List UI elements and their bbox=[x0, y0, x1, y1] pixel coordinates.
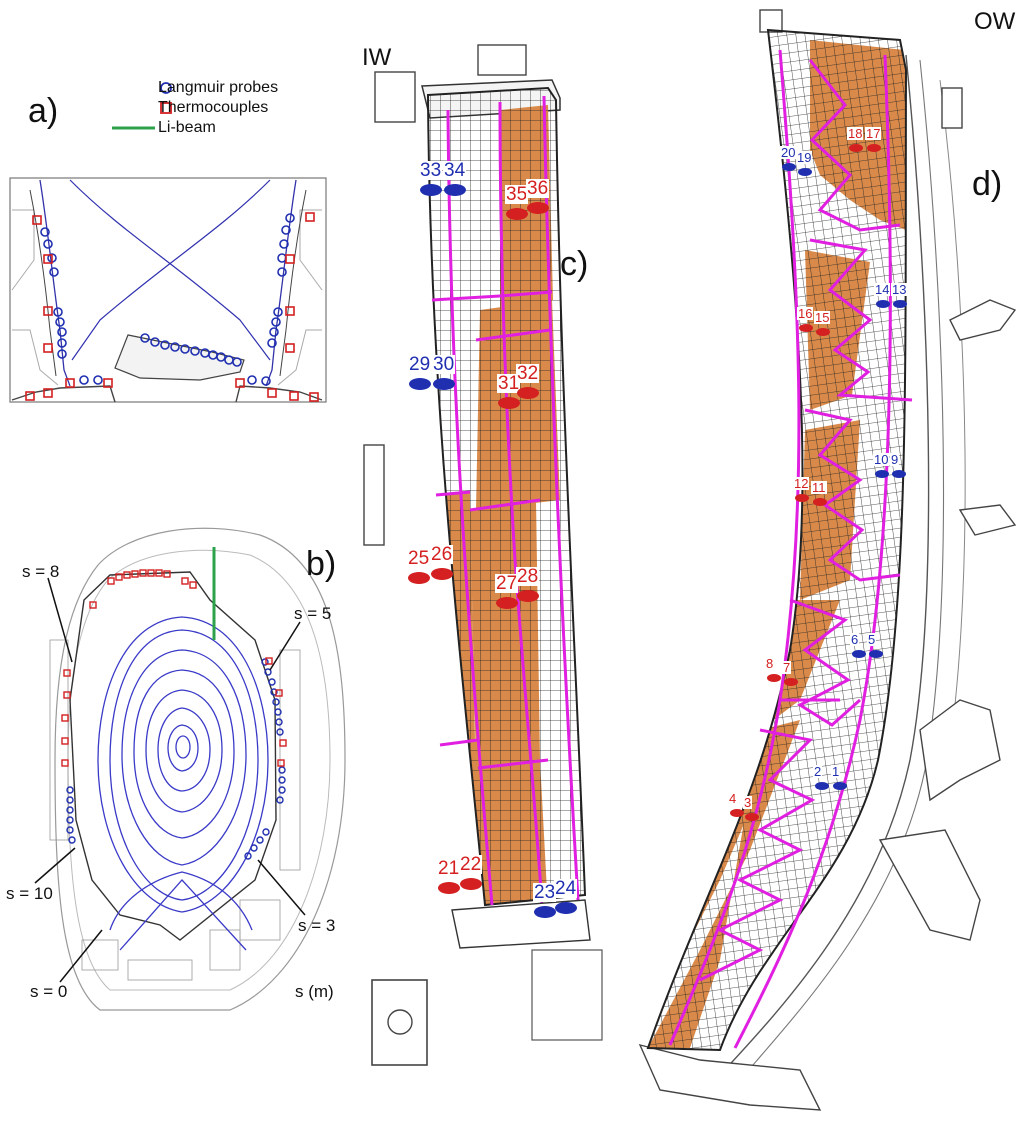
s-label-5: s = 5 bbox=[294, 604, 332, 623]
probe-label: 18 bbox=[847, 126, 864, 141]
legend-libeam: Li-beam bbox=[158, 119, 216, 136]
thermocouple-marker bbox=[506, 208, 528, 220]
thermocouple-marker bbox=[438, 882, 460, 894]
probe-label: 29 bbox=[408, 354, 432, 375]
probe-label: 10 bbox=[873, 452, 890, 467]
probe-label: 8 bbox=[765, 656, 775, 671]
probe-label: 6 bbox=[850, 632, 860, 647]
thermocouple-marker bbox=[527, 202, 549, 214]
langmuir-probe-marker bbox=[798, 168, 812, 176]
langmuir-probe-marker bbox=[815, 782, 829, 790]
probe-label: 24 bbox=[554, 878, 578, 899]
langmuir-probe-marker bbox=[833, 782, 847, 790]
legend-langmuir: Langmuir probes bbox=[158, 79, 279, 96]
thermocouple-marker bbox=[799, 324, 813, 332]
panel-d-outer-wall bbox=[638, 9, 1017, 1111]
probe-label: 1 bbox=[831, 764, 841, 779]
outer-wall-header: OW bbox=[974, 8, 1016, 35]
probe-label: 28 bbox=[516, 566, 540, 587]
panel-b-cross-section bbox=[34, 527, 346, 1011]
legend-thermocouples: Thermocouples bbox=[158, 99, 269, 116]
thermocouple-marker bbox=[849, 144, 863, 152]
probe-label: 11 bbox=[811, 480, 827, 495]
probe-label: 16 bbox=[797, 306, 814, 321]
probe-label: 20 bbox=[780, 145, 797, 160]
s-unit-label: s (m) bbox=[295, 982, 334, 1001]
legend-symbols bbox=[112, 82, 172, 130]
probe-label: 30 bbox=[432, 354, 456, 375]
langmuir-probe-marker bbox=[893, 300, 907, 308]
probe-label: 25 bbox=[407, 548, 431, 569]
langmuir-probe-marker bbox=[782, 163, 796, 171]
probe-label: 32 bbox=[516, 363, 540, 384]
probe-label: 19 bbox=[796, 150, 813, 165]
probe-label: 22 bbox=[459, 854, 483, 875]
probe-label: 15 bbox=[814, 310, 831, 325]
probe-label: 34 bbox=[443, 160, 467, 181]
panel-a-label: a) bbox=[28, 92, 59, 130]
thermocouple-legend-icon bbox=[160, 102, 172, 114]
thermocouple-marker bbox=[784, 678, 798, 686]
probe-label: 12 bbox=[793, 476, 810, 491]
probe-label: 26 bbox=[430, 544, 454, 565]
langmuir-probe-marker bbox=[444, 184, 466, 196]
s-label-8: s = 8 bbox=[22, 562, 60, 581]
probe-label: 23 bbox=[533, 882, 557, 903]
panel-c-inner-wall bbox=[363, 44, 603, 1066]
langmuir-probe-marker bbox=[876, 300, 890, 308]
inner-wall-header: IW bbox=[362, 44, 392, 71]
probe-label: 9 bbox=[890, 452, 900, 467]
probe-label: 36 bbox=[526, 178, 550, 199]
probe-label: 13 bbox=[891, 282, 908, 297]
probe-label: 7 bbox=[782, 660, 792, 675]
langmuir-probe-marker bbox=[433, 378, 455, 390]
thermocouple-marker bbox=[517, 590, 539, 602]
probe-label: 14 bbox=[874, 282, 891, 297]
thermocouple-marker bbox=[408, 572, 430, 584]
probe-label: 4 bbox=[728, 791, 738, 806]
probe-label: 35 bbox=[505, 184, 529, 205]
legend: Langmuir probes Thermocouples Li-beam bbox=[110, 78, 340, 150]
langmuir-probe-marker bbox=[420, 184, 442, 196]
thermocouple-marker bbox=[795, 494, 809, 502]
thermocouple-marker bbox=[767, 674, 781, 682]
probe-label: 17 bbox=[865, 126, 882, 141]
panel-d-label: d) bbox=[972, 165, 1003, 203]
panel-c-label: c) bbox=[560, 245, 589, 283]
langmuir-legend-icon bbox=[160, 82, 172, 94]
thermocouple-marker bbox=[730, 809, 744, 817]
panel-b-label: b) bbox=[306, 545, 337, 583]
probe-label: 2 bbox=[813, 764, 823, 779]
langmuir-probe-marker bbox=[869, 650, 883, 658]
langmuir-probe-marker bbox=[555, 902, 577, 914]
s-label-0: s = 0 bbox=[30, 982, 68, 1001]
thermocouple-marker bbox=[498, 397, 520, 409]
s-label-10: s = 10 bbox=[6, 884, 53, 903]
langmuir-probe-marker bbox=[409, 378, 431, 390]
thermocouple-marker bbox=[867, 144, 881, 152]
probe-label: 21 bbox=[437, 858, 461, 879]
langmuir-probe-marker bbox=[852, 650, 866, 658]
thermocouple-marker bbox=[745, 813, 759, 821]
thermocouple-marker bbox=[431, 568, 453, 580]
probe-label: 31 bbox=[497, 373, 521, 394]
langmuir-probe-marker bbox=[534, 906, 556, 918]
langmuir-probe-marker bbox=[875, 470, 889, 478]
thermocouple-marker bbox=[517, 387, 539, 399]
langmuir-probe-marker bbox=[892, 470, 906, 478]
thermocouple-marker bbox=[460, 878, 482, 890]
probe-label: 5 bbox=[867, 632, 877, 647]
thermocouple-marker bbox=[813, 498, 827, 506]
panel-a-divertor-diagram bbox=[9, 177, 327, 403]
s-label-3: s = 3 bbox=[298, 916, 336, 935]
thermocouple-marker bbox=[816, 328, 830, 336]
probe-label: 27 bbox=[495, 573, 519, 594]
thermocouple-marker bbox=[496, 597, 518, 609]
probe-label: 33 bbox=[419, 160, 443, 181]
probe-label: 3 bbox=[743, 795, 753, 810]
